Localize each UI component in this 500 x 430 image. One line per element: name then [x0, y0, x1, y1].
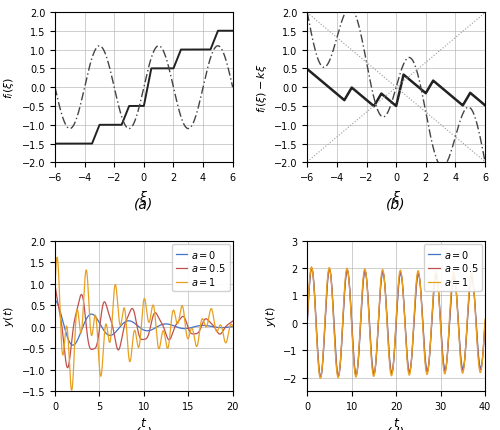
$a=0$: [70, 343, 76, 348]
$a=1$: [308, 264, 314, 270]
$a=0.5$: [469, 274, 475, 279]
Line: $a=0$: $a=0$: [55, 300, 233, 345]
$a=0.5$: [174, 320, 180, 325]
$a=1$: [54, 255, 60, 260]
X-axis label: $t$: $t$: [140, 417, 147, 430]
$a=0$: [156, 324, 162, 329]
$a=0$: [469, 275, 475, 280]
$a=1$: [482, 317, 488, 322]
$a=0.5$: [318, 375, 324, 380]
Y-axis label: $f_i(\xi)$: $f_i(\xi)$: [2, 77, 16, 99]
$a=0$: [398, 271, 404, 276]
Text: (d): (d): [386, 425, 406, 430]
$a=1$: [68, 388, 74, 393]
$a=0$: [400, 285, 406, 290]
$a=0$: [70, 343, 76, 348]
Legend: $a=0$, $a=0.5$, $a=1$: $a=0$, $a=0.5$, $a=1$: [424, 244, 482, 292]
Text: (a): (a): [134, 197, 154, 211]
Line: $a=1$: $a=1$: [55, 258, 233, 390]
$a=0$: [308, 266, 314, 271]
$a=1$: [156, 346, 162, 351]
$a=0$: [450, 282, 456, 287]
$a=0.5$: [52, 284, 58, 289]
Y-axis label: $f_i(\xi)-k\xi$: $f_i(\xi)-k\xi$: [254, 63, 268, 113]
$a=1$: [70, 372, 76, 377]
$a=0$: [87, 312, 93, 317]
$a=0.5$: [450, 279, 456, 284]
$a=1$: [87, 318, 93, 323]
$a=0.5$: [308, 266, 314, 271]
$a=0$: [52, 298, 58, 303]
$a=0$: [172, 324, 178, 329]
$a=0.5$: [432, 278, 438, 283]
$a=0.5$: [70, 326, 76, 331]
Line: $a=1$: $a=1$: [308, 267, 485, 378]
Text: (c): (c): [134, 425, 153, 430]
$a=0$: [304, 320, 310, 326]
Line: $a=0.5$: $a=0.5$: [308, 269, 485, 377]
X-axis label: $t$: $t$: [392, 417, 400, 430]
$a=1$: [325, 271, 331, 276]
$a=0.5$: [172, 324, 178, 329]
$a=0.5$: [304, 318, 310, 323]
Y-axis label: $y(t)$: $y(t)$: [264, 306, 278, 327]
$a=1$: [432, 275, 438, 280]
$a=0.5$: [325, 274, 331, 280]
X-axis label: $\xi$: $\xi$: [140, 188, 148, 205]
$a=0.5$: [87, 345, 93, 350]
$a=0$: [482, 322, 488, 327]
$a=0.5$: [64, 366, 70, 371]
$a=0.5$: [156, 316, 162, 321]
Y-axis label: $y(t)$: $y(t)$: [2, 306, 16, 327]
$a=1$: [400, 286, 406, 291]
$a=0$: [221, 325, 227, 330]
$a=0$: [325, 276, 331, 281]
$a=0.5$: [400, 286, 406, 291]
$a=0.5$: [230, 319, 235, 324]
$a=0.5$: [482, 319, 488, 325]
$a=0$: [432, 281, 438, 286]
X-axis label: $\xi$: $\xi$: [392, 188, 400, 205]
$a=1$: [450, 275, 456, 280]
$a=0$: [230, 324, 235, 329]
Text: (b): (b): [386, 197, 406, 211]
$a=0.5$: [221, 326, 227, 332]
$a=1$: [230, 324, 235, 329]
Line: $a=0.5$: $a=0.5$: [55, 286, 233, 368]
Legend: $a=0$, $a=0.5$, $a=1$: $a=0$, $a=0.5$, $a=1$: [172, 244, 230, 292]
$a=1$: [221, 337, 227, 342]
$a=1$: [172, 313, 178, 319]
$a=1$: [469, 271, 475, 276]
$a=1$: [318, 376, 324, 381]
$a=0$: [318, 374, 324, 379]
$a=1$: [304, 315, 310, 320]
$a=0$: [174, 325, 180, 330]
$a=1$: [174, 321, 180, 326]
$a=0.5$: [398, 270, 404, 276]
$a=1$: [398, 268, 404, 273]
$a=1$: [52, 282, 58, 287]
Line: $a=0$: $a=0$: [308, 269, 485, 377]
